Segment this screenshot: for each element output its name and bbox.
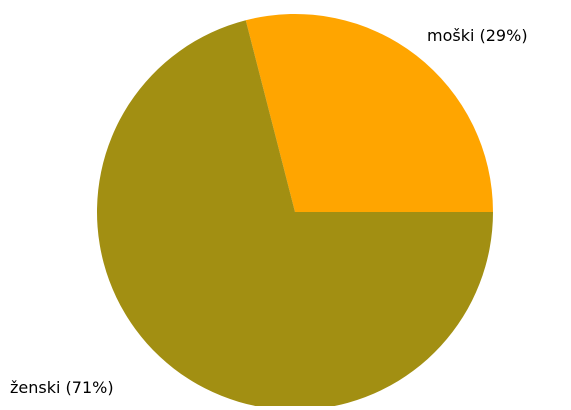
pie-slice-label: ženski (71%)	[10, 378, 114, 397]
pie-slices	[97, 14, 493, 410]
pie-slice	[245, 14, 493, 212]
pie-slice-label: moški (29%)	[427, 26, 528, 45]
pie-slice	[97, 20, 493, 410]
pie-labels: moški (29%) ženski (71%)	[10, 26, 528, 397]
